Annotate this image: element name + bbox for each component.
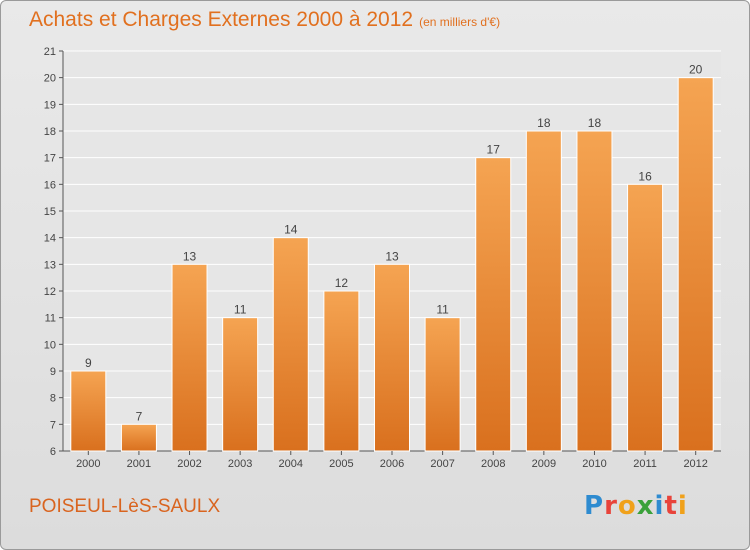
bar bbox=[424, 317, 461, 452]
bar bbox=[222, 317, 259, 452]
y-tick-label: 17 bbox=[44, 153, 56, 165]
y-tick-label: 9 bbox=[50, 366, 56, 378]
x-tick-label: 2009 bbox=[532, 458, 556, 470]
bar bbox=[525, 130, 562, 452]
bar bbox=[475, 157, 512, 452]
bar-value-label: 13 bbox=[183, 249, 197, 263]
bar bbox=[323, 290, 360, 452]
x-tick-label: 2004 bbox=[279, 458, 303, 470]
chart-title: Achats et Charges Externes 2000 à 2012 (e… bbox=[29, 8, 500, 32]
y-tick-label: 8 bbox=[50, 393, 56, 405]
y-tick-label: 18 bbox=[44, 126, 56, 138]
bar-value-label: 14 bbox=[284, 223, 298, 237]
x-tick-label: 2010 bbox=[582, 458, 606, 470]
y-tick-label: 15 bbox=[44, 206, 56, 218]
y-tick-label: 16 bbox=[44, 179, 56, 191]
y-tick-label: 12 bbox=[44, 286, 56, 298]
x-tick-label: 2000 bbox=[76, 458, 100, 470]
bar-value-label: 20 bbox=[689, 63, 703, 77]
y-tick-label: 7 bbox=[50, 419, 56, 431]
bar bbox=[120, 423, 157, 452]
bar-value-label: 11 bbox=[436, 303, 449, 317]
bar bbox=[171, 263, 208, 452]
bar-value-label: 7 bbox=[136, 409, 143, 423]
bar bbox=[576, 130, 613, 452]
bar-value-label: 18 bbox=[588, 116, 602, 130]
y-tick-label: 20 bbox=[44, 73, 56, 85]
x-tick-label: 2003 bbox=[228, 458, 252, 470]
y-tick-label: 10 bbox=[44, 339, 56, 351]
bar-value-label: 17 bbox=[487, 143, 501, 157]
bar bbox=[677, 77, 714, 452]
bar bbox=[374, 263, 410, 452]
bar bbox=[70, 370, 107, 452]
commune-name: POISEUL-LèS-SAULX bbox=[29, 496, 221, 517]
y-tick-label: 21 bbox=[44, 46, 56, 58]
bar-value-label: 12 bbox=[335, 276, 349, 290]
y-tick-label: 11 bbox=[45, 313, 56, 325]
y-tick-label: 19 bbox=[44, 99, 56, 111]
bar-value-label: 13 bbox=[385, 249, 399, 263]
bar bbox=[272, 237, 309, 452]
x-tick-label: 2001 bbox=[127, 458, 151, 470]
bar bbox=[627, 183, 664, 452]
chart-unit-label: (en milliers d'€) bbox=[419, 15, 501, 29]
x-tick-label: 2008 bbox=[481, 458, 505, 470]
x-tick-label: 2005 bbox=[329, 458, 353, 470]
bar-value-label: 11 bbox=[234, 303, 247, 317]
x-tick-label: 2006 bbox=[380, 458, 404, 470]
y-tick-label: 6 bbox=[50, 446, 56, 458]
bar-value-label: 18 bbox=[537, 116, 551, 130]
bar-value-label: 16 bbox=[638, 169, 652, 183]
bar-value-label: 9 bbox=[85, 356, 92, 370]
x-tick-label: 2002 bbox=[177, 458, 201, 470]
y-tick-label: 13 bbox=[44, 259, 56, 271]
x-tick-label: 2012 bbox=[683, 458, 707, 470]
chart-title-text: Achats et Charges Externes 2000 à 2012 bbox=[29, 8, 414, 31]
y-tick-label: 14 bbox=[44, 233, 56, 245]
x-tick-label: 2007 bbox=[430, 458, 454, 470]
x-tick-label: 2011 bbox=[633, 458, 657, 470]
proxiti-logo: Proxiti bbox=[584, 491, 688, 521]
